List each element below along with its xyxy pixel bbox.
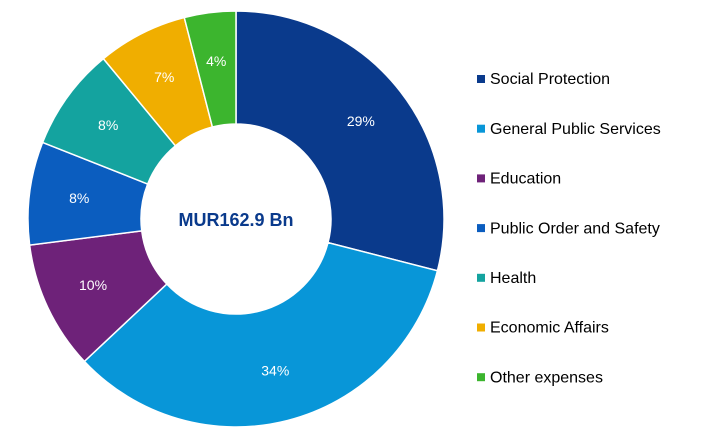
legend-label: Economic Affairs (490, 320, 609, 337)
slice-label: 10% (79, 277, 107, 293)
legend-label: Other expenses (490, 369, 603, 386)
donut-slice (83, 241, 439, 428)
slice-label: 29% (347, 113, 375, 129)
legend-label: Education (490, 171, 561, 188)
slice-label: 4% (206, 53, 226, 69)
legend-label: Social Protection (490, 71, 610, 88)
legend-swatch (477, 124, 485, 133)
legend-swatch (477, 75, 485, 83)
legend-swatch (477, 174, 485, 183)
legend-swatch (477, 273, 485, 282)
legend-swatch (477, 224, 485, 233)
legend-swatch (477, 323, 485, 332)
legend-swatch (477, 373, 485, 382)
legend-label: Public Order and Safety (490, 220, 660, 237)
center-label: MUR162.9 Bn (178, 210, 293, 230)
slice-label: 8% (69, 190, 89, 206)
legend-label: Health (490, 270, 536, 287)
legend-label: General Public Services (490, 121, 661, 138)
donut-slice (235, 10, 445, 272)
slice-label: 7% (154, 69, 174, 85)
slice-label: 8% (98, 117, 118, 133)
slice-label: 34% (261, 363, 289, 379)
donut-slice (183, 10, 237, 128)
